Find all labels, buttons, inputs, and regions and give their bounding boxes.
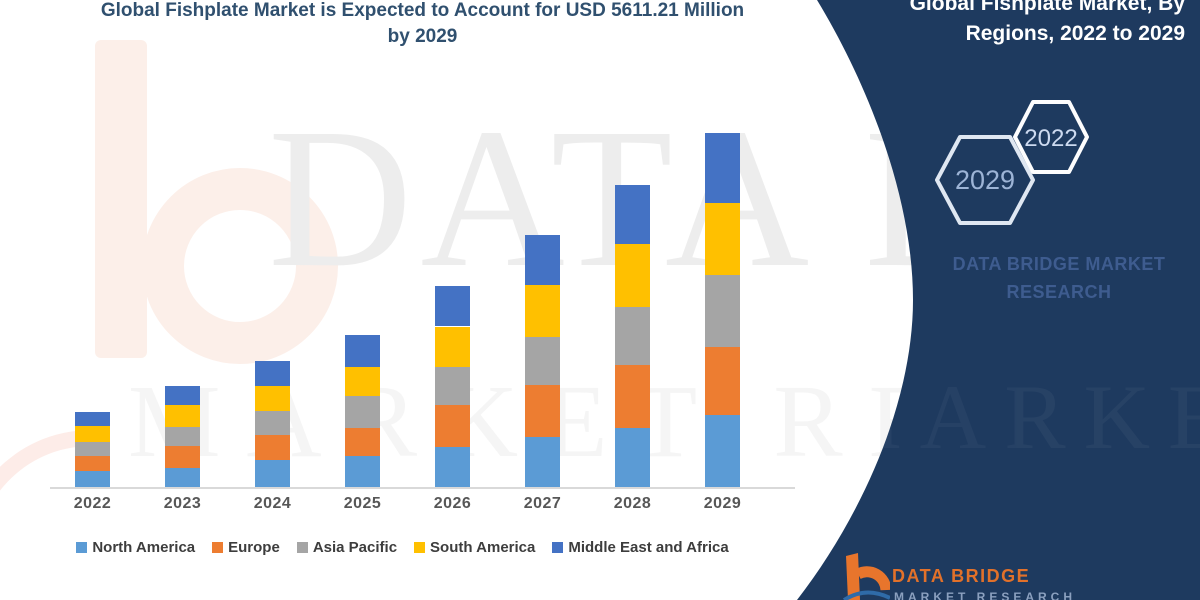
- bar-segment-2028-north-america: [615, 428, 650, 487]
- bar-segment-2022-asia-pacific: [75, 441, 110, 456]
- bar-segment-2023-asia-pacific: [165, 426, 200, 446]
- chart-title: Global Fishplate Market is Expected to A…: [25, 0, 820, 50]
- legend-item-north-america: North America: [76, 539, 195, 556]
- bar-segment-2028-europe: [615, 364, 650, 429]
- x-axis-line: [50, 487, 795, 489]
- bar-segment-2028-middle-east-and-africa: [615, 184, 650, 244]
- bar-segment-2023-north-america: [165, 468, 200, 487]
- bar-segment-2024-north-america: [255, 459, 290, 487]
- bar-segment-2026-europe: [435, 404, 470, 447]
- bar-segment-2022-south-america: [75, 425, 110, 442]
- bar-segment-2027-middle-east-and-africa: [525, 234, 560, 285]
- x-axis-label-2026: 2026: [433, 495, 472, 512]
- bar-segment-2023-middle-east-and-africa: [165, 385, 200, 405]
- bar-segment-2026-middle-east-and-africa: [435, 285, 470, 327]
- bar-segment-2026-south-america: [435, 326, 470, 367]
- legend-item-middle-east-and-africa: Middle East and Africa: [552, 539, 729, 556]
- x-axis-label-2022: 2022: [73, 495, 112, 512]
- x-axis-label-2024: 2024: [253, 495, 292, 512]
- legend-swatch-icon: [414, 542, 426, 553]
- bar-segment-2029-asia-pacific: [705, 274, 740, 347]
- legend-item-south-america: South America: [414, 539, 535, 556]
- bar-segment-2023-europe: [165, 445, 200, 468]
- bar-segment-2029-south-america: [705, 203, 740, 275]
- bar-segment-2024-middle-east-and-africa: [255, 360, 290, 386]
- bar-segment-2022-north-america: [75, 470, 110, 487]
- panel-watermark-text: MARKET RESEARCH: [820, 366, 1200, 468]
- side-panel-background: [797, 0, 1200, 600]
- legend-item-asia-pacific: Asia Pacific: [296, 539, 398, 556]
- chart-legend: North America Europe Asia Pacific South Ame…: [30, 539, 775, 556]
- bar-segment-2022-europe: [75, 455, 110, 471]
- x-axis-label-2027: 2027: [523, 495, 562, 512]
- legend-swatch-icon: [296, 542, 308, 553]
- legend-label: Middle East and Africa: [568, 539, 729, 556]
- bar-segment-2022-middle-east-and-africa: [75, 411, 110, 426]
- x-axis-label-2029: 2029: [703, 495, 742, 512]
- legend-label: South America: [430, 539, 536, 556]
- legend-label: North America: [92, 539, 196, 556]
- legend-label: Europe: [228, 539, 280, 556]
- bar-segment-2026-asia-pacific: [435, 366, 470, 405]
- bar-segment-2028-south-america: [615, 243, 650, 307]
- x-axis-label-2025: 2025: [343, 495, 382, 512]
- bar-segment-2025-north-america: [345, 455, 380, 487]
- bar-segment-2024-south-america: [255, 385, 290, 411]
- bar-segment-2028-asia-pacific: [615, 306, 650, 365]
- bar-segment-2029-middle-east-and-africa: [705, 133, 740, 204]
- chart-title-line1: Global Fishplate Market is Expected to A…: [100, 0, 745, 21]
- bar-segment-2026-north-america: [435, 446, 470, 487]
- legend-swatch-icon: [212, 542, 224, 553]
- bar-segment-2025-europe: [345, 427, 380, 456]
- bar-segment-2023-south-america: [165, 404, 200, 427]
- chart-title-line2: by 2029: [387, 26, 458, 47]
- bar-segment-2027-south-america: [525, 284, 560, 337]
- bar-segment-2027-asia-pacific: [525, 336, 560, 385]
- x-axis-label-2023: 2023: [163, 495, 202, 512]
- legend-swatch-icon: [552, 542, 564, 553]
- legend-swatch-icon: [76, 542, 88, 553]
- bar-segment-2024-asia-pacific: [255, 410, 290, 435]
- legend-item-europe: Europe: [212, 539, 280, 556]
- bar-segment-2025-south-america: [345, 366, 380, 396]
- bar-segment-2029-europe: [705, 346, 740, 415]
- bar-segment-2027-north-america: [525, 436, 560, 487]
- legend-label: Asia Pacific: [312, 539, 398, 556]
- bar-segment-2027-europe: [525, 384, 560, 437]
- bar-segment-2025-asia-pacific: [345, 395, 380, 428]
- bar-segment-2025-middle-east-and-africa: [345, 334, 380, 367]
- x-axis-label-2028: 2028: [613, 495, 652, 512]
- bar-segment-2029-north-america: [705, 414, 740, 487]
- bar-segment-2024-europe: [255, 434, 290, 460]
